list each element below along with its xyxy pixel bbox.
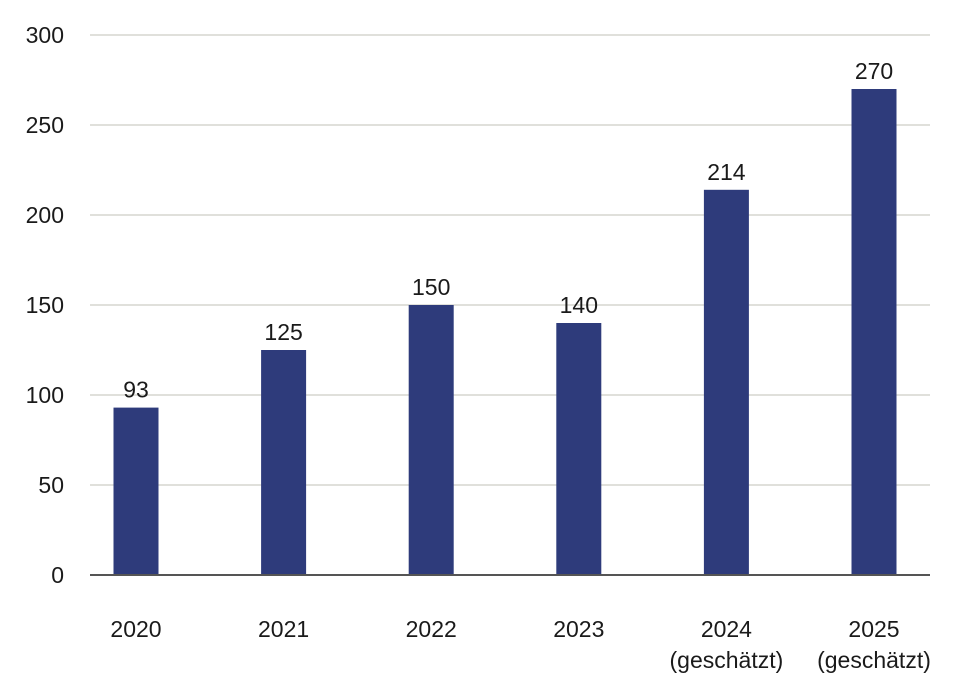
bar — [556, 323, 602, 575]
data-label: 93 — [123, 377, 149, 403]
bar — [851, 89, 897, 575]
data-label: 214 — [707, 159, 746, 185]
x-tick-label: 2021 — [258, 616, 309, 642]
bar — [113, 407, 159, 575]
data-labels: 93 125 150 140 214 270 — [123, 58, 893, 403]
data-label: 140 — [560, 292, 598, 318]
x-tick-label: 2022 — [406, 616, 457, 642]
y-tick-label: 150 — [26, 292, 64, 318]
y-tick-label: 100 — [26, 382, 64, 408]
x-tick-label: 2025 — [848, 616, 899, 642]
y-axis-tick-labels: 0 50 100 150 200 250 300 — [26, 22, 64, 588]
bar — [703, 189, 749, 576]
bar — [261, 350, 307, 575]
y-tick-label: 50 — [38, 472, 64, 498]
x-tick-label: (geschätzt) — [670, 647, 784, 673]
x-tick-label: 2020 — [110, 616, 161, 642]
gridlines — [90, 34, 930, 486]
x-tick-label: 2024 — [701, 616, 752, 642]
y-tick-label: 200 — [26, 202, 64, 228]
x-tick-label: (geschätzt) — [817, 647, 931, 673]
bars — [113, 89, 897, 576]
y-tick-label: 0 — [51, 562, 64, 588]
x-axis-tick-labels: 2020 2021 2022 2023 2024 (geschätzt) 2025 (gesc… — [110, 616, 930, 673]
x-tick-label: 2023 — [553, 616, 604, 642]
data-label: 270 — [855, 58, 893, 84]
data-label: 125 — [264, 319, 302, 345]
data-label: 150 — [412, 274, 450, 300]
y-tick-label: 300 — [26, 22, 64, 48]
bar — [408, 305, 454, 575]
y-tick-label: 250 — [26, 112, 64, 138]
